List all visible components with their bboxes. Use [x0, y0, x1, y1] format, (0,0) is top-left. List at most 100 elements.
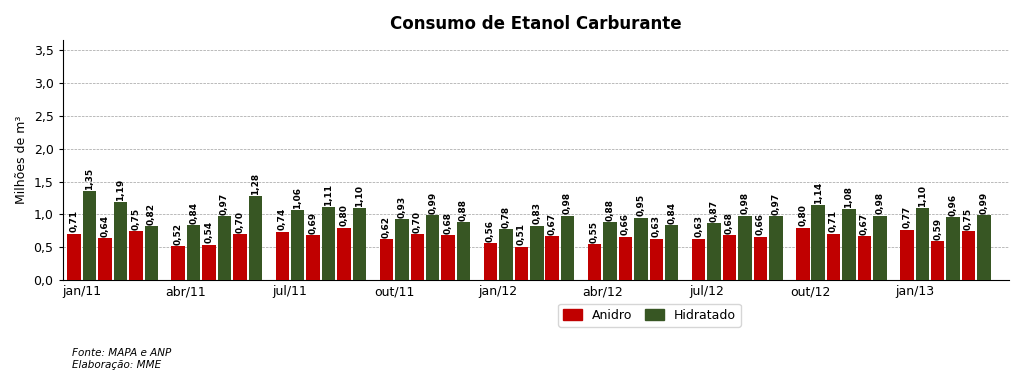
Text: 0,97: 0,97	[220, 193, 229, 215]
Bar	[203, 245, 216, 280]
Bar	[171, 246, 185, 280]
Text: 0,70: 0,70	[413, 211, 422, 233]
Text: 1,10: 1,10	[918, 184, 927, 206]
Bar	[380, 239, 393, 280]
Bar	[426, 215, 439, 280]
Bar	[811, 205, 825, 280]
Text: 1,10: 1,10	[355, 184, 364, 206]
Text: 0,84: 0,84	[189, 201, 199, 224]
Bar	[144, 226, 158, 280]
Text: 0,98: 0,98	[876, 192, 885, 214]
Bar	[483, 243, 498, 280]
Bar	[129, 231, 142, 280]
Text: 0,75: 0,75	[964, 208, 973, 229]
Text: 1,11: 1,11	[324, 184, 333, 206]
Text: 1,35: 1,35	[85, 168, 94, 190]
Text: 0,83: 0,83	[532, 202, 542, 224]
Bar	[530, 226, 544, 280]
Bar	[114, 202, 127, 280]
Bar	[499, 229, 513, 280]
Bar	[68, 234, 81, 280]
Text: 0,66: 0,66	[756, 214, 765, 236]
Text: 1,06: 1,06	[293, 187, 302, 209]
Bar	[249, 196, 262, 280]
Bar	[291, 211, 304, 280]
Bar	[769, 216, 782, 280]
Text: 0,80: 0,80	[340, 204, 348, 226]
Text: 0,70: 0,70	[236, 211, 245, 233]
Text: 0,93: 0,93	[397, 196, 407, 218]
Text: 0,98: 0,98	[740, 192, 750, 214]
Text: 0,74: 0,74	[278, 208, 287, 230]
Text: 0,66: 0,66	[621, 214, 630, 236]
Text: 0,75: 0,75	[131, 208, 140, 229]
Bar	[546, 236, 559, 280]
Bar	[98, 238, 112, 280]
Bar	[665, 225, 679, 280]
Bar	[900, 229, 913, 280]
Text: 0,77: 0,77	[902, 206, 911, 228]
Bar	[826, 234, 841, 280]
Text: 0,69: 0,69	[308, 211, 317, 234]
Text: 1,28: 1,28	[251, 172, 260, 195]
Bar	[843, 209, 856, 280]
Text: 0,87: 0,87	[710, 199, 719, 222]
Text: 0,64: 0,64	[100, 215, 110, 237]
Text: 0,68: 0,68	[443, 212, 453, 234]
Bar	[395, 219, 409, 280]
Bar	[457, 223, 470, 280]
Text: 0,96: 0,96	[948, 194, 957, 216]
Bar	[337, 228, 351, 280]
Text: 0,99: 0,99	[979, 191, 988, 214]
Legend: Anidro, Hidratado: Anidro, Hidratado	[558, 304, 740, 327]
Text: 0,59: 0,59	[933, 218, 942, 240]
Bar	[649, 239, 663, 280]
Text: 1,19: 1,19	[116, 178, 125, 201]
Text: 1,14: 1,14	[814, 182, 822, 204]
Bar	[187, 225, 201, 280]
Bar	[603, 223, 616, 280]
Bar	[931, 241, 944, 280]
Bar	[275, 231, 289, 280]
Text: 0,80: 0,80	[799, 204, 807, 226]
Text: 0,51: 0,51	[517, 223, 526, 245]
Text: 0,68: 0,68	[725, 212, 734, 234]
Text: 0,78: 0,78	[502, 206, 510, 228]
Bar	[322, 207, 335, 280]
Bar	[306, 235, 319, 280]
Bar	[411, 234, 424, 280]
Bar	[977, 215, 990, 280]
Bar	[708, 223, 721, 280]
Bar	[618, 237, 632, 280]
Bar	[561, 216, 574, 280]
Bar	[962, 231, 975, 280]
Bar	[915, 208, 929, 280]
Bar	[858, 236, 871, 280]
Text: 0,88: 0,88	[605, 199, 614, 221]
Text: 0,67: 0,67	[548, 213, 557, 235]
Bar	[634, 218, 647, 280]
Text: Fonte: MAPA e ANP
Elaboração: MME: Fonte: MAPA e ANP Elaboração: MME	[72, 348, 171, 370]
Text: 0,97: 0,97	[771, 193, 780, 215]
Bar	[873, 216, 887, 280]
Bar	[754, 237, 767, 280]
Text: 0,55: 0,55	[590, 221, 599, 243]
Text: 0,88: 0,88	[459, 199, 468, 221]
Bar	[946, 217, 959, 280]
Text: 0,63: 0,63	[694, 216, 703, 238]
Text: 0,62: 0,62	[382, 216, 391, 238]
Bar	[588, 244, 601, 280]
Text: 0,67: 0,67	[860, 213, 869, 235]
Bar	[441, 236, 455, 280]
Bar	[692, 239, 706, 280]
Text: 0,82: 0,82	[146, 203, 156, 225]
Bar	[83, 191, 96, 280]
Bar	[738, 216, 752, 280]
Text: 0,71: 0,71	[829, 210, 838, 232]
Text: 0,63: 0,63	[651, 216, 660, 238]
Bar	[233, 234, 247, 280]
Text: 0,84: 0,84	[668, 201, 676, 224]
Bar	[723, 236, 736, 280]
Text: 0,52: 0,52	[174, 223, 182, 245]
Bar	[218, 216, 231, 280]
